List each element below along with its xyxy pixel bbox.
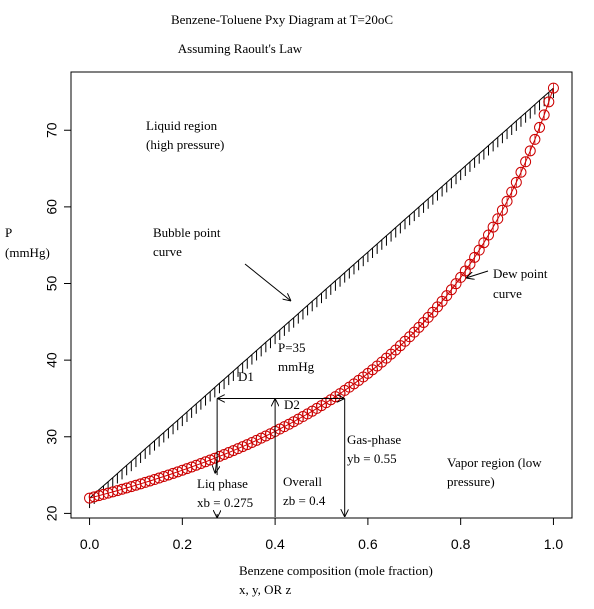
y-tick-label: 70 xyxy=(44,122,60,138)
gas-phase-label: Gas-phase xyxy=(347,432,401,447)
x-tick-label: 0.2 xyxy=(173,536,193,552)
dew-point-label: Dew point xyxy=(493,266,548,281)
y-tick-label: 20 xyxy=(44,505,60,521)
liquid-region-label: Liquid region xyxy=(146,118,218,133)
liquid-region-sublabel: (high pressure) xyxy=(146,137,224,152)
x-axis: 0.0 0.2 0.4 0.6 0.8 1.0 xyxy=(80,517,564,552)
tie-line-construction xyxy=(215,263,489,518)
y-tick-label: 30 xyxy=(44,429,60,445)
pressure-label: P=35 xyxy=(278,340,306,355)
x-axis-label-sub: x, y, OR z xyxy=(239,582,291,597)
bubble-point-sublabel: curve xyxy=(153,244,182,259)
dew-point-sublabel: curve xyxy=(493,286,522,301)
dew-point-curve xyxy=(84,82,559,504)
x-tick-label: 0.0 xyxy=(80,536,100,552)
x-tick-label: 0.4 xyxy=(265,536,285,552)
y-tick-label: 50 xyxy=(44,276,60,292)
overall-value: zb = 0.4 xyxy=(283,493,326,508)
x-axis-label: Benzene composition (mole fraction) xyxy=(239,563,433,578)
pressure-unit-label: mmHg xyxy=(278,359,315,374)
liq-phase-label: Liq phase xyxy=(197,476,248,491)
y-axis-label-unit: (mmHg) xyxy=(5,245,50,260)
bubble-point-label: Bubble point xyxy=(153,225,221,240)
gas-phase-value: yb = 0.55 xyxy=(347,451,397,466)
chart-title: Benzene-Toluene Pxy Diagram at T=20oC xyxy=(171,12,393,27)
dew-pointer-arrow xyxy=(466,270,489,278)
y-axis: 20 30 40 50 60 70 xyxy=(44,122,72,521)
bubble-pointer-arrow xyxy=(244,263,291,301)
liquid-arrow xyxy=(215,457,217,473)
d2-label: D2 xyxy=(284,397,300,412)
chart-subtitle: Assuming Raoult's Law xyxy=(178,41,303,56)
vapor-region-label: Vapor region (low xyxy=(447,455,542,470)
x-tick-label: 0.8 xyxy=(451,536,471,552)
y-tick-label: 60 xyxy=(44,199,60,215)
d1-label: D1 xyxy=(238,369,254,384)
x-tick-label: 0.6 xyxy=(358,536,378,552)
y-axis-label: P xyxy=(5,225,12,240)
x-tick-label: 1.0 xyxy=(544,536,564,552)
overall-label: Overall xyxy=(283,474,322,489)
bubble-point-curve xyxy=(89,87,554,509)
y-tick-label: 40 xyxy=(44,352,60,368)
vapor-region-sublabel: pressure) xyxy=(447,474,495,489)
liq-phase-value: xb = 0.275 xyxy=(197,495,253,510)
